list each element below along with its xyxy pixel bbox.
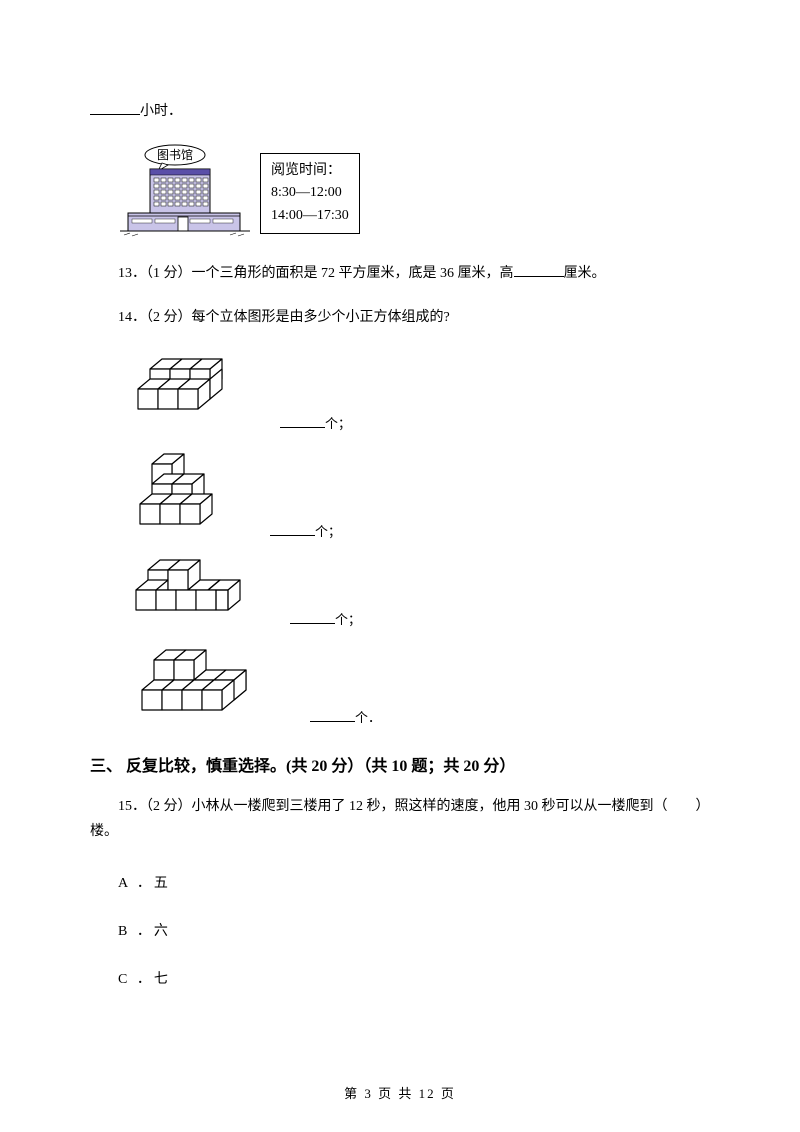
q13-suffix: 厘米。 [564, 266, 606, 281]
cube3-unit: 个； [335, 612, 361, 627]
info-time1: 8:30—12:00 [271, 182, 349, 204]
question-13: 13．（1 分）一个三角形的面积是 72 平方厘米，底是 36 厘米，高 厘米。 [90, 261, 710, 286]
q15-choice-b: B ．六 [118, 920, 710, 940]
info-title: 阅览时间： [271, 160, 349, 182]
q15-choice-c: C ．七 [118, 968, 710, 988]
section-3-header: 三、 反复比较，慎重选择。(共 20 分）（共 10 题；共 20 分） [90, 752, 710, 776]
library-figure: 图书馆 [120, 143, 710, 243]
cube2-unit: 个； [315, 524, 341, 539]
question-15: 15．（2 分）小林从一楼爬到三楼用了 12 秒，照这样的速度，他用 30 秒可… [90, 794, 710, 844]
question-14: 14．（2 分）每个立体图形是由多少个小正方体组成的? [90, 305, 710, 330]
library-icon: 图书馆 [120, 143, 250, 243]
cube-figure-3: 个； [120, 550, 710, 630]
cube4-unit: 个． [355, 710, 381, 725]
top-suffix: 小时． [140, 104, 182, 119]
page-footer: 第 3 页 共 12 页 [0, 1083, 800, 1102]
q13-prefix: 13．（1 分）一个三角形的面积是 72 平方厘米，底是 36 厘米，高 [118, 266, 514, 281]
info-time2: 14:00—17:30 [271, 205, 349, 227]
cube-figure-4: 个． [120, 638, 710, 728]
cube-figure-2: 个； [120, 442, 710, 542]
cube1-unit: 个； [325, 416, 351, 431]
q15-choice-a: A ．五 [118, 872, 710, 892]
library-hours-box: 阅览时间： 8:30—12:00 14:00—17:30 [260, 153, 360, 234]
cube-figure-1: 个； [120, 344, 710, 434]
library-title-text: 图书馆 [157, 147, 193, 162]
